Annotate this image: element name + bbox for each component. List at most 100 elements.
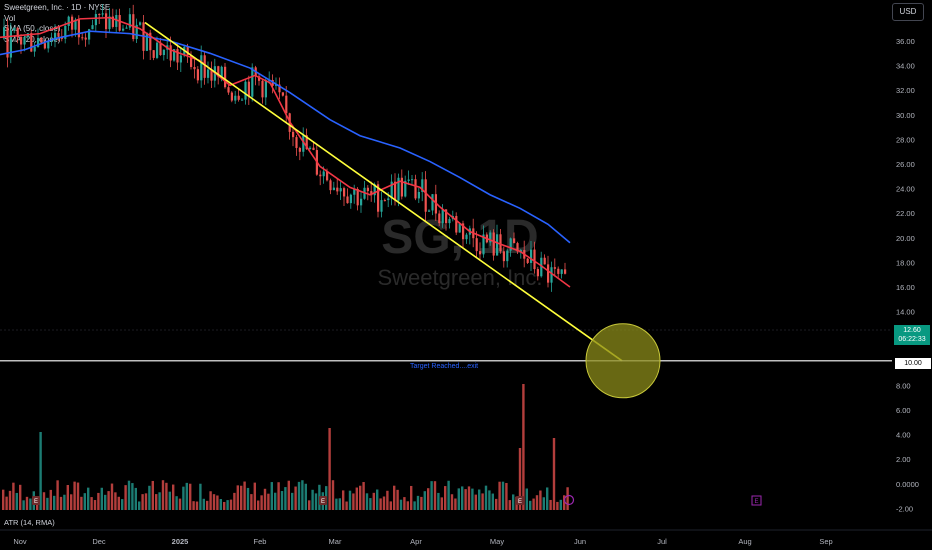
candle-body — [404, 180, 407, 197]
volume-bar — [155, 494, 158, 510]
volume-bar — [25, 496, 29, 510]
earnings-marker — [32, 496, 40, 505]
volume-bar — [97, 492, 100, 510]
volume-bar — [236, 485, 239, 510]
volume-bar — [53, 495, 56, 510]
sma50-line — [0, 30, 571, 244]
y-tick-label: 32.00 — [896, 86, 915, 95]
candle-body — [258, 76, 261, 81]
volume-bar — [454, 498, 457, 510]
candle-body — [156, 42, 159, 58]
volume-bar — [508, 500, 511, 510]
legend-volume[interactable]: Vol — [4, 13, 16, 23]
y-tick-label: 2.00 — [896, 455, 911, 464]
candle-body — [33, 46, 36, 52]
candle-body — [23, 37, 26, 45]
candle-body — [536, 269, 539, 277]
candle-body — [455, 216, 458, 233]
y-tick-label: -2.00 — [896, 504, 913, 513]
volume-bar — [399, 499, 403, 510]
candle-body — [16, 27, 19, 38]
candle-body — [397, 177, 400, 201]
volume-bar — [134, 487, 137, 510]
candle-body — [190, 55, 193, 67]
candle-body — [67, 16, 70, 26]
candle-body — [207, 69, 210, 78]
target-annotation[interactable]: Target Reached....exit — [410, 363, 479, 370]
volume-bar — [36, 500, 39, 510]
volume-bar — [488, 490, 491, 510]
candle-body — [557, 268, 560, 274]
atr-indicator-label[interactable]: ATR (14, RMA) — [4, 518, 55, 527]
volume-bar — [158, 492, 161, 510]
candle-body — [383, 200, 386, 202]
candle-body — [302, 135, 305, 152]
x-tick-label: May — [490, 537, 504, 546]
volume-bar — [345, 501, 348, 510]
volume-bar — [83, 493, 86, 510]
candle-body — [193, 66, 196, 70]
volume-bar — [107, 491, 110, 510]
volume-bar — [430, 481, 433, 510]
volume-bar — [56, 480, 59, 510]
volume-bar — [304, 483, 307, 510]
volume-bar — [352, 493, 355, 510]
candle-body — [159, 42, 162, 56]
candle-body — [550, 267, 553, 283]
volume-bar — [260, 495, 263, 510]
x-tick-label: 2025 — [172, 537, 189, 546]
candle-body — [234, 95, 237, 101]
candle-body — [179, 55, 182, 63]
volume-bar — [314, 493, 318, 510]
candle-body — [513, 238, 516, 244]
candle-body — [186, 46, 189, 56]
legend-sma50[interactable]: SMA (50, close) — [4, 24, 61, 33]
volume-bar — [246, 487, 250, 510]
volume-bar — [427, 488, 430, 510]
volume-bar — [5, 496, 8, 510]
volume-bar — [223, 501, 226, 510]
volume-bar — [144, 493, 148, 510]
volume-bar — [552, 438, 556, 510]
candle-body — [295, 137, 298, 148]
candle-body — [482, 234, 485, 255]
volume-bar — [250, 494, 253, 510]
earnings-marker-label: E — [321, 499, 325, 505]
candle-body — [230, 92, 233, 101]
volume-bar — [464, 489, 467, 510]
candle-body — [281, 92, 284, 96]
volume-bar — [484, 485, 488, 510]
y-tick-label: 16.00 — [896, 283, 915, 292]
volume-bar — [267, 493, 270, 510]
volume-bar — [498, 481, 501, 510]
candle-body — [319, 174, 322, 177]
candle-body — [241, 99, 244, 101]
candle-body — [309, 147, 312, 149]
candle-body — [71, 16, 74, 30]
volume-bar — [403, 497, 406, 510]
volume-bar — [104, 494, 107, 510]
volume-bar — [80, 496, 83, 510]
volume-bar — [559, 499, 562, 510]
currency-button[interactable]: USD — [892, 3, 924, 21]
volume-bar — [284, 487, 287, 510]
candle-body — [322, 171, 325, 177]
candle-body — [224, 66, 227, 88]
volume-bar — [532, 498, 535, 510]
volume-bar — [566, 487, 569, 510]
candle-body — [125, 27, 128, 29]
earnings-marker-label: E — [34, 499, 38, 505]
volume-bar — [29, 498, 32, 510]
candle-body — [526, 258, 529, 263]
y-tick-label: 24.00 — [896, 185, 915, 194]
candle-body — [462, 223, 465, 240]
volume-bar — [233, 492, 236, 510]
volume-bar — [90, 497, 93, 510]
volume-bar — [297, 481, 301, 510]
volume-bar — [556, 501, 559, 510]
candle-body — [217, 66, 220, 77]
candle-body — [77, 19, 80, 38]
candle-body — [220, 66, 223, 77]
candle-body — [366, 187, 369, 192]
